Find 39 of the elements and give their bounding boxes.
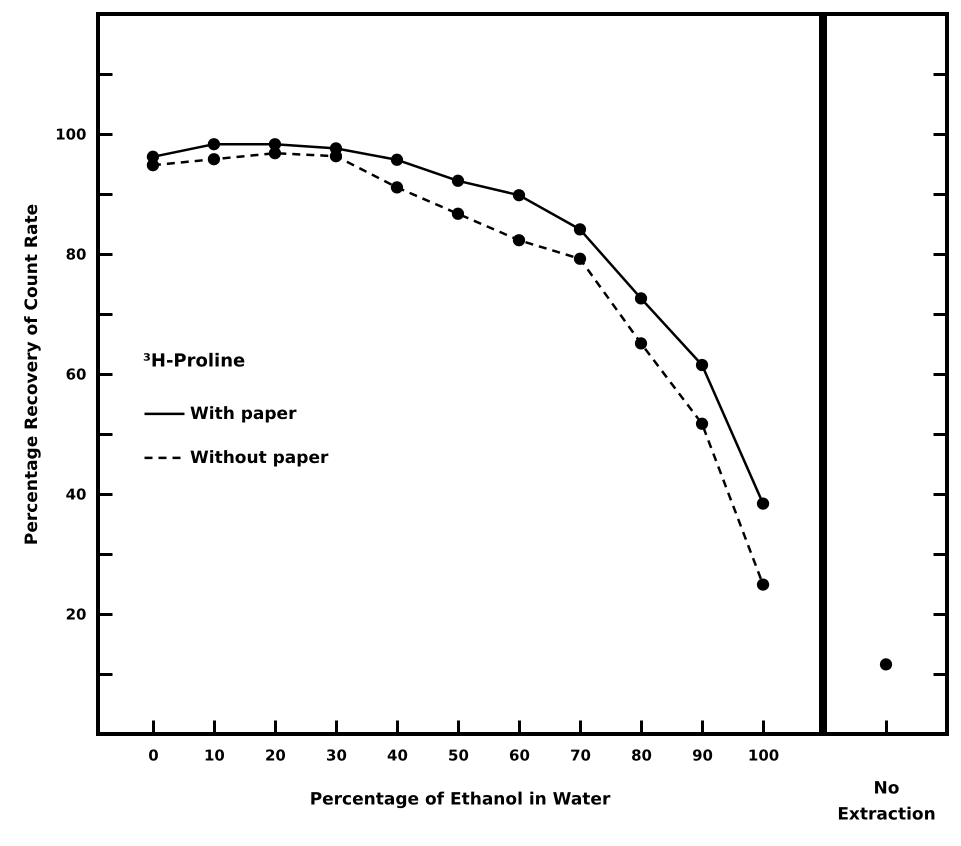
point <box>756 578 770 591</box>
y-tick-label: 80 <box>66 246 86 264</box>
x-tick-label: 20 <box>265 746 286 764</box>
point <box>634 292 648 305</box>
x-tick-label: 100 <box>748 746 780 764</box>
point <box>390 181 404 194</box>
point <box>512 234 526 246</box>
legend-label: With paper <box>190 404 298 424</box>
point <box>634 337 648 350</box>
x-tick-label: 40 <box>387 746 408 764</box>
x-tick-label: 80 <box>631 746 652 764</box>
y-tick-label: 20 <box>66 606 86 624</box>
y-axis-title: Percentage Recovery of Count Rate <box>22 204 42 546</box>
x-tick-label: 70 <box>570 746 591 764</box>
point <box>696 358 708 372</box>
point <box>756 497 770 510</box>
x-tick-label: 50 <box>448 746 469 764</box>
point <box>208 138 220 150</box>
y-tick-label: 60 <box>66 366 86 384</box>
x-tick-label: 0 <box>148 746 159 764</box>
point <box>452 208 464 220</box>
x-tick-label: 90 <box>692 746 713 764</box>
x-axis-title: Percentage of Ethanol in Water <box>310 790 611 810</box>
point <box>268 147 282 160</box>
point <box>574 252 586 265</box>
point <box>390 154 404 166</box>
x-tick-label: 30 <box>326 746 347 764</box>
x-tick-label: 60 <box>509 746 530 764</box>
point <box>574 223 586 236</box>
point <box>512 189 526 202</box>
legend-label: Without paper <box>190 448 329 468</box>
x-tick-label: No Extraction <box>837 778 936 824</box>
point <box>208 153 220 166</box>
point <box>452 174 464 187</box>
y-tick-label: 40 <box>66 486 86 504</box>
point <box>696 418 708 430</box>
y-tick-label: 100 <box>55 126 86 144</box>
x-tick-label: 10 <box>204 746 225 764</box>
legend-title: ³H-Proline <box>143 350 246 372</box>
